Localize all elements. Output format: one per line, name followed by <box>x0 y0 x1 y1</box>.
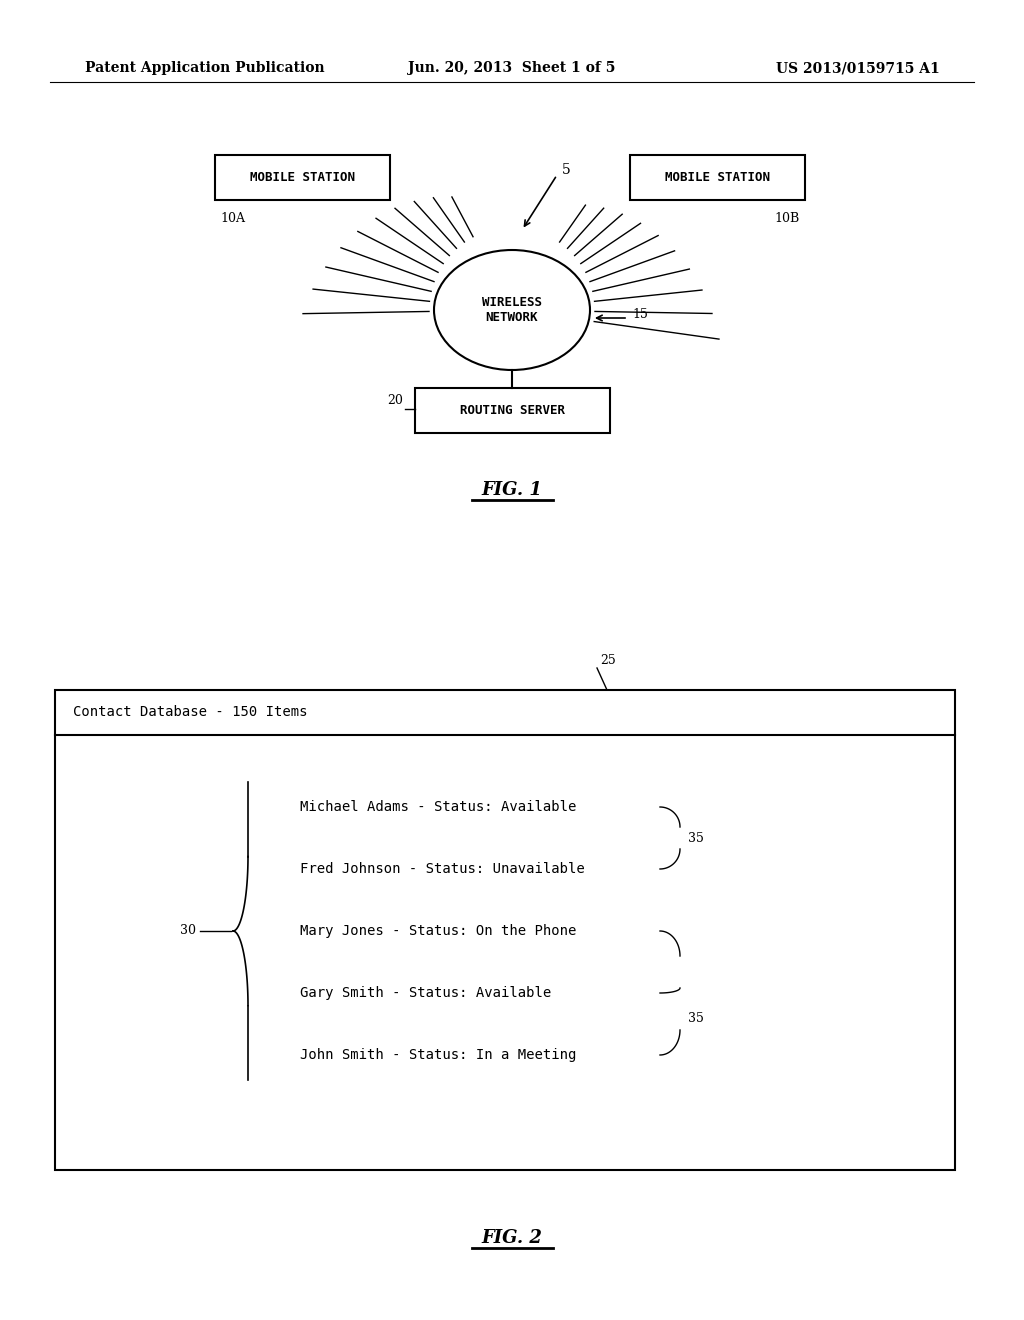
Text: MOBILE STATION: MOBILE STATION <box>250 172 355 183</box>
FancyBboxPatch shape <box>215 154 390 201</box>
Text: Mary Jones - Status: On the Phone: Mary Jones - Status: On the Phone <box>300 924 577 939</box>
Text: FIG. 2: FIG. 2 <box>481 1229 543 1247</box>
Text: 5: 5 <box>562 162 570 177</box>
Text: 35: 35 <box>688 1012 703 1026</box>
Text: WIRELESS
NETWORK: WIRELESS NETWORK <box>482 296 542 323</box>
Text: Patent Application Publication: Patent Application Publication <box>85 61 325 75</box>
Text: Michael Adams - Status: Available: Michael Adams - Status: Available <box>300 800 577 814</box>
FancyBboxPatch shape <box>630 154 805 201</box>
Text: 30: 30 <box>180 924 196 937</box>
Text: ROUTING SERVER: ROUTING SERVER <box>460 404 565 417</box>
Text: Jun. 20, 2013  Sheet 1 of 5: Jun. 20, 2013 Sheet 1 of 5 <box>409 61 615 75</box>
Text: MOBILE STATION: MOBILE STATION <box>665 172 770 183</box>
FancyBboxPatch shape <box>415 388 610 433</box>
Text: 10A: 10A <box>220 211 245 224</box>
Text: 20: 20 <box>387 393 403 407</box>
Text: Contact Database - 150 Items: Contact Database - 150 Items <box>73 705 307 719</box>
Text: 35: 35 <box>688 832 703 845</box>
Text: 10B: 10B <box>775 211 800 224</box>
Text: Gary Smith - Status: Available: Gary Smith - Status: Available <box>300 986 551 1001</box>
Text: FIG. 1: FIG. 1 <box>481 480 543 499</box>
FancyBboxPatch shape <box>55 690 955 1170</box>
Text: John Smith - Status: In a Meeting: John Smith - Status: In a Meeting <box>300 1048 577 1063</box>
Text: US 2013/0159715 A1: US 2013/0159715 A1 <box>776 61 940 75</box>
Text: 25: 25 <box>600 653 615 667</box>
Text: 15: 15 <box>632 309 648 322</box>
Text: Fred Johnson - Status: Unavailable: Fred Johnson - Status: Unavailable <box>300 862 585 876</box>
